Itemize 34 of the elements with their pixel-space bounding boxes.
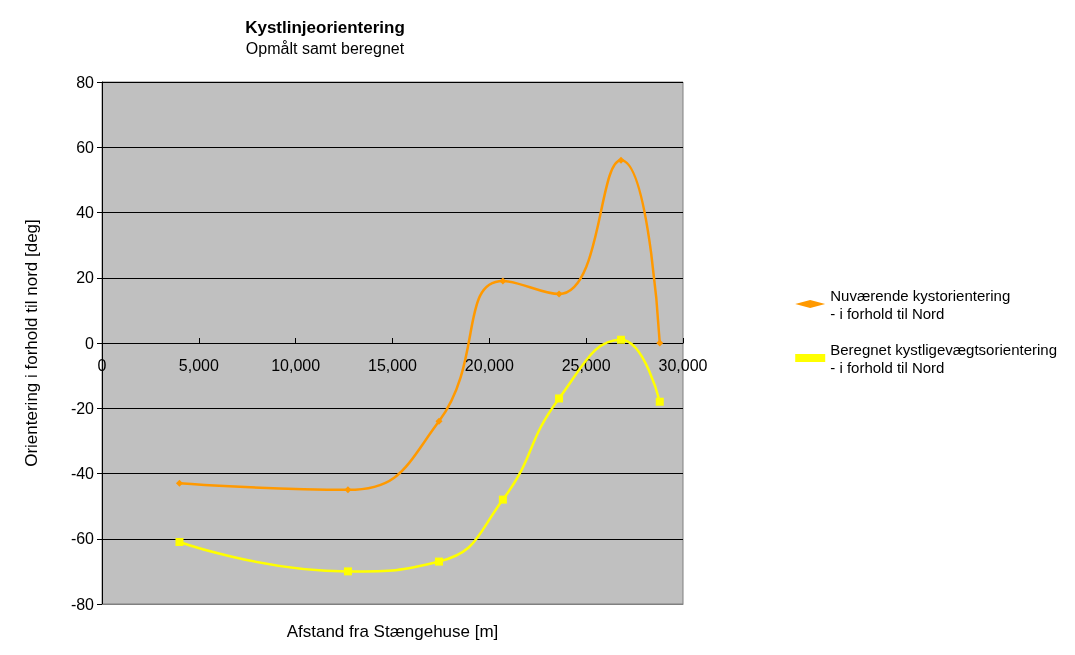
chart-title: Kystlinjeorientering <box>245 18 405 37</box>
y-tick-label: -40 <box>70 465 95 482</box>
chart-subtitle: Opmålt samt beregnet <box>245 39 405 57</box>
legend-label: Beregnet kystligevægtsorientering - i forhold til Nord <box>830 340 1058 376</box>
y-tick-label: -60 <box>70 530 95 548</box>
point <box>343 567 352 576</box>
point <box>656 339 664 347</box>
point <box>555 394 564 403</box>
x-tick-label: 5,000 <box>178 356 219 374</box>
y-axis-title: Orientering i forhold til nord [deg] <box>22 219 41 467</box>
y-tick-label: 40 <box>76 204 95 221</box>
point <box>499 277 507 285</box>
point <box>555 290 563 298</box>
y-tick-label: 0 <box>85 334 95 352</box>
point <box>617 335 626 344</box>
x-tick-label: 30,000 <box>658 356 708 374</box>
point <box>435 417 443 425</box>
point <box>344 486 352 494</box>
point <box>655 397 664 406</box>
y-tick-label: -80 <box>70 595 95 613</box>
legend-label: Nuværende kystorientering - i forhold til Nord <box>830 286 1011 322</box>
y-tick-label: 60 <box>76 138 95 156</box>
y-tick-label: 20 <box>76 269 95 287</box>
point <box>498 495 507 504</box>
x-tick-label: 10,000 <box>271 356 321 374</box>
x-tick-label: 15,000 <box>368 356 418 374</box>
y-tick-label: -20 <box>70 399 95 417</box>
point <box>175 538 184 547</box>
point <box>434 557 443 566</box>
x-tick-label: 20,000 <box>464 356 514 374</box>
point <box>175 479 183 487</box>
x-axis-title: Afstand fra Stængehuse [m] <box>286 622 499 641</box>
y-tick-label: 80 <box>76 73 95 91</box>
point <box>617 156 625 164</box>
